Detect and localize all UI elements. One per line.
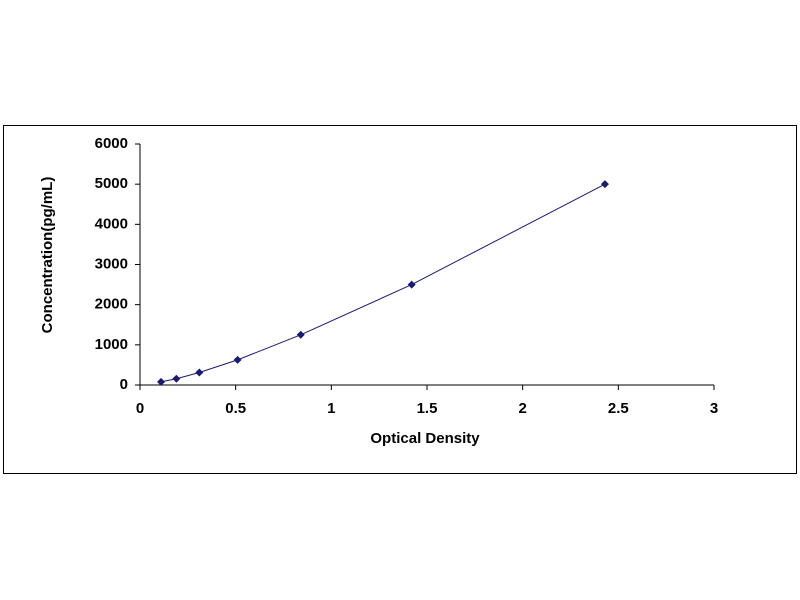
y-tick-label: 5000 — [95, 175, 128, 192]
chart-frame — [3, 125, 797, 474]
data-point — [157, 377, 166, 386]
data-point — [296, 330, 305, 339]
x-tick-label: 1.5 — [417, 400, 438, 417]
y-tick-label: 4000 — [95, 215, 128, 232]
y-tick-label: 1000 — [95, 336, 128, 353]
x-tick-label: 0.5 — [225, 400, 246, 417]
data-point — [407, 280, 416, 289]
x-tick-label: 0 — [136, 400, 144, 417]
y-axis-title: Concentration(pg/mL) — [39, 177, 56, 334]
x-axis-title: Optical Density — [370, 430, 480, 447]
x-tick-label: 2.5 — [608, 400, 629, 417]
x-tick-label: 2 — [518, 400, 526, 417]
y-tick-label: 3000 — [95, 255, 128, 272]
x-tick-label: 3 — [710, 400, 718, 417]
data-point — [172, 374, 181, 383]
data-point — [233, 355, 242, 364]
y-tick-label: 6000 — [95, 135, 128, 152]
data-point — [600, 180, 609, 189]
y-tick-label: 2000 — [95, 296, 128, 313]
x-tick-label: 1 — [327, 400, 335, 417]
data-point — [195, 368, 204, 377]
y-tick-label: 0 — [120, 376, 128, 393]
